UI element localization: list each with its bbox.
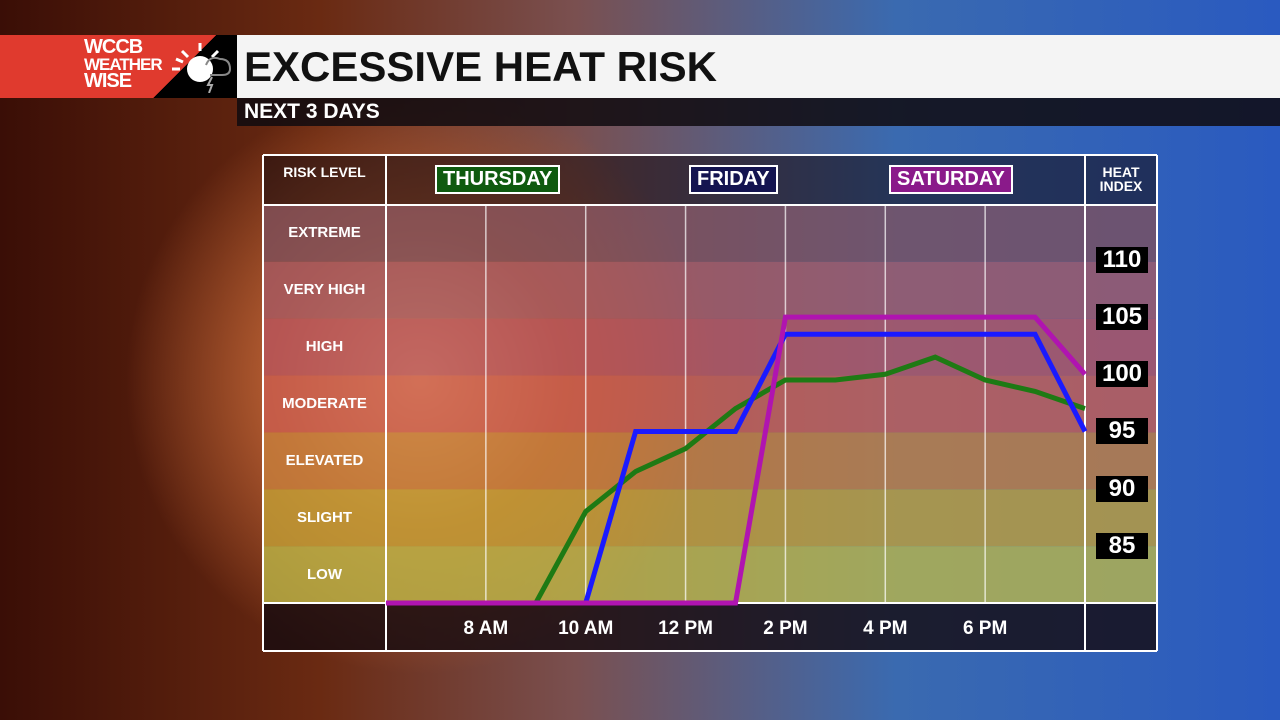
x-tick-label: 10 AM [558, 618, 614, 639]
risk-level-label: EXTREME [288, 224, 361, 242]
risk-band-slight [263, 489, 1157, 547]
sun-storm-icon [172, 43, 232, 93]
risk-band-low [263, 546, 1157, 603]
risk-level-label: LOW [307, 565, 342, 583]
page-title: EXCESSIVE HEAT RISK [237, 35, 1280, 98]
legend-friday: FRIDAY [689, 165, 778, 194]
x-tick-label: 6 PM [962, 618, 1008, 639]
heat-index-tick: 85 [1096, 532, 1148, 559]
x-tick-label: 12 PM [658, 618, 714, 639]
series-line-saturday [386, 314, 1087, 606]
heat-index-header: HEAT INDEX [1099, 164, 1143, 194]
wccb-weather-wise-logo: WCCB WEATHER WISE [0, 35, 237, 98]
legend-thursday: THURSDAY [435, 165, 561, 194]
risk-level-header: RISK LEVEL [283, 164, 366, 180]
risk-band-very-high [263, 261, 1157, 319]
risk-level-label: SLIGHT [297, 508, 352, 526]
subtitle: NEXT 3 DAYS [237, 98, 1280, 126]
x-tick-label: 4 PM [863, 618, 908, 639]
heat-index-tick: 95 [1096, 418, 1148, 445]
series-line-thursday [386, 354, 1086, 606]
risk-level-label: HIGH [305, 338, 344, 356]
risk-level-label: VERY HIGH [283, 281, 366, 299]
risk-level-label: MODERATE [282, 395, 367, 412]
risk-band-extreme [263, 205, 1157, 262]
logo-line2: WEATHER [84, 55, 163, 74]
heat-index-tick: 110 [1096, 246, 1148, 273]
risk-band-high [263, 318, 1157, 376]
heat-index-tick: 90 [1096, 475, 1148, 502]
x-tick-label: 2 PM [763, 618, 808, 639]
logo-line3: WISE [84, 70, 132, 92]
heat-index-tick: 105 [1096, 304, 1148, 331]
heat-index-tick: 100 [1096, 361, 1148, 388]
x-tick-label: 8 AM [463, 618, 509, 639]
legend-saturday: SATURDAY [889, 165, 1013, 194]
time-row-bg [263, 603, 1157, 651]
logo-line1: WCCB [84, 36, 143, 58]
risk-band-moderate [263, 375, 1157, 433]
risk-level-label: ELEVATED [285, 451, 364, 469]
risk-band-elevated [263, 432, 1157, 490]
